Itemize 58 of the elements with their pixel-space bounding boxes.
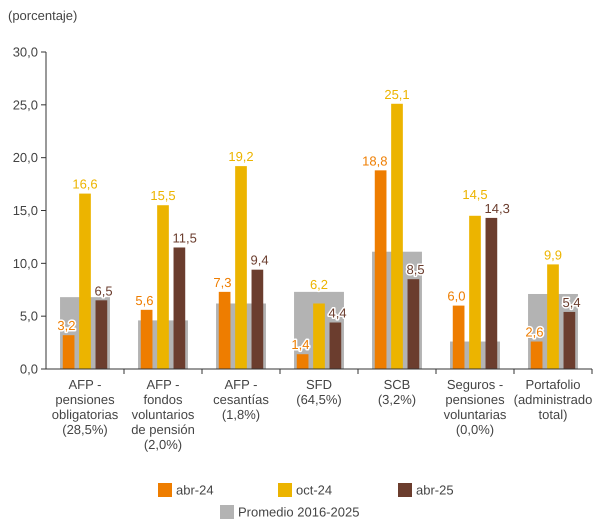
bar: [452, 306, 464, 369]
bar: [486, 218, 498, 369]
x-tick-label: AFP - fondos voluntarios de pensión (2,0%): [131, 377, 195, 452]
data-label: 14,5: [462, 186, 488, 202]
y-tick-label: 10,0: [12, 256, 38, 271]
bar: [174, 247, 186, 369]
bar: [218, 292, 230, 369]
y-tick-label: 25,0: [12, 97, 38, 112]
bar: [408, 279, 420, 369]
bar: [564, 312, 576, 369]
y-tick-label: 15,0: [12, 203, 38, 218]
data-label: 25,1: [384, 86, 410, 102]
legend-label: Promedio 2016-2025: [238, 504, 360, 520]
data-label: 9,4: [250, 252, 269, 268]
data-label: 14,3: [484, 200, 510, 216]
bar: [62, 335, 74, 369]
data-label: 6,2: [310, 276, 328, 292]
bar: [79, 194, 91, 369]
y-tick-label: 5,0: [20, 308, 38, 324]
data-label: 18,8: [362, 153, 388, 168]
data-label: 11,5: [172, 230, 197, 246]
bar: [140, 310, 152, 369]
legend-label: oct-24: [296, 482, 332, 498]
x-tick-label: SCB (3,2%): [378, 377, 416, 407]
y-axis-title: (porcentaje): [8, 8, 78, 23]
bar: [96, 300, 108, 369]
data-label: 2,6: [525, 324, 544, 340]
bar: [330, 322, 342, 369]
bar: [235, 166, 247, 369]
data-label: 16,6: [72, 176, 98, 192]
x-tick-label: AFP - pensiones obligatorias (28,5%): [52, 377, 119, 437]
bar: [530, 342, 542, 369]
data-label: 1,4: [291, 337, 310, 352]
data-label: 5,6: [135, 292, 154, 308]
x-tick-label: AFP - cesantías (1,8%): [213, 377, 270, 422]
bar: [469, 216, 481, 369]
y-tick-label: 30,0: [12, 44, 38, 60]
bar: [296, 354, 308, 369]
x-tick-label: Portafolio (administrado total): [514, 377, 592, 422]
data-label: 15,5: [150, 188, 176, 204]
x-tick-label: SFD (64,5%): [296, 377, 342, 407]
y-tick-label: 20,0: [12, 150, 38, 166]
y-tick-label: 0,0: [20, 362, 38, 377]
data-label: 9,9: [544, 247, 562, 262]
bar: [313, 303, 325, 369]
data-label: 6,5: [94, 283, 113, 298]
bar: [157, 205, 169, 369]
legend-label: abr-24: [176, 482, 214, 498]
x-tick-label: Seguros - pensiones voluntarias (0,0%): [444, 377, 507, 437]
data-label: 7,3: [213, 274, 232, 290]
bar: [374, 170, 386, 369]
data-label: 3,2: [57, 318, 76, 334]
legend-label: abr-25: [416, 482, 454, 498]
data-label: 6,0: [447, 288, 466, 304]
data-label: 19,2: [228, 149, 254, 164]
bar: [391, 104, 403, 369]
bar: [547, 264, 559, 369]
bar: [252, 270, 264, 369]
